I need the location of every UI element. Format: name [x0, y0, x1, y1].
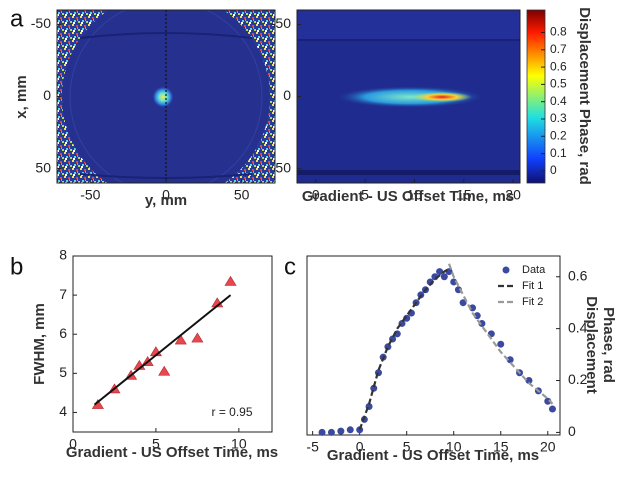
- colorbar-tick-label: 0.7: [550, 42, 567, 56]
- fit-line: [93, 294, 232, 406]
- y-axis-label: Displacement: [583, 296, 600, 394]
- x-tick-label: 0: [356, 439, 364, 455]
- data-point: [450, 278, 458, 286]
- data-point: [459, 299, 467, 307]
- panel-label: a: [10, 5, 24, 32]
- y-tick-label: 0.2: [568, 371, 588, 387]
- x-axis-label: y, mm: [145, 192, 187, 209]
- legend-label: Fit 2: [522, 296, 543, 308]
- data-point: [478, 319, 486, 327]
- fit-line: [358, 268, 450, 431]
- y-tick-label: 5: [59, 364, 67, 380]
- data-point: [506, 356, 514, 364]
- y-axis-label: FWHM, mm: [31, 303, 48, 385]
- x-tick-label: 15: [456, 187, 472, 203]
- data-point: [440, 273, 448, 281]
- data-point: [548, 405, 556, 413]
- x-tick-label: 10: [446, 439, 462, 455]
- legend-label: Fit 1: [522, 280, 543, 292]
- y-tick-label: 0: [568, 423, 576, 439]
- y-tick-label: -50: [271, 15, 291, 31]
- y-tick-label: 50: [275, 159, 291, 175]
- data-point: [436, 268, 444, 276]
- y-tick-label: -50: [31, 15, 51, 31]
- data-point: [224, 275, 237, 286]
- x-tick-label: 5: [152, 436, 160, 452]
- axes-frame: [306, 255, 561, 436]
- data-point: [497, 340, 505, 348]
- y-axis-label: Phase, rad: [600, 307, 617, 383]
- panel-label: c: [284, 253, 296, 280]
- y-tick-label: 7: [59, 286, 67, 302]
- data-point: [318, 428, 326, 436]
- colorbar-label: Displacement Phase, rad: [576, 7, 593, 185]
- x-tick-label: 50: [234, 187, 250, 203]
- y-axis-label: x, mm: [13, 75, 30, 118]
- data-point: [346, 426, 354, 434]
- data-point: [158, 365, 171, 376]
- colorbar-tick-label: 0.3: [550, 111, 567, 125]
- colorbar: [526, 9, 546, 184]
- colorbar-tick-label: 0.6: [550, 59, 567, 73]
- y-tick-label: 0: [283, 87, 291, 103]
- heatmap-image: [297, 10, 520, 183]
- y-tick-label: 0: [43, 87, 51, 103]
- y-tick-label: 8: [59, 247, 67, 263]
- annotation: r = 0.95: [211, 405, 252, 419]
- y-tick-label: 0.6: [568, 267, 588, 283]
- x-tick-label: 0: [69, 436, 77, 452]
- y-tick-label: 0.4: [568, 319, 588, 335]
- y-tick-label: 50: [35, 159, 51, 175]
- x-tick-label: 10: [407, 187, 423, 203]
- x-tick-label: -50: [80, 187, 100, 203]
- data-point: [337, 427, 345, 435]
- x-tick-label: 20: [505, 187, 521, 203]
- data-point: [174, 334, 187, 345]
- x-axis-label: Gradient - US Offset Time, ms: [302, 188, 514, 205]
- colorbar-tick-label: 0.2: [550, 128, 567, 142]
- fit-line: [447, 263, 554, 405]
- colorbar-tick-label: 0.1: [550, 146, 567, 160]
- colorbar-tick-label: 0.4: [550, 94, 567, 108]
- x-tick-label: 15: [493, 439, 509, 455]
- x-tick-label: 0: [312, 187, 320, 203]
- x-tick-label: -5: [306, 439, 319, 455]
- colorbar-tick-label: 0.5: [550, 77, 567, 91]
- axes-frame: [72, 255, 273, 433]
- x-tick-label: 20: [540, 439, 556, 455]
- legend-marker: [502, 266, 510, 274]
- colorbar-tick-label: 0.8: [550, 25, 567, 39]
- x-tick-label: 10: [231, 436, 247, 452]
- data-point: [544, 397, 552, 405]
- y-tick-label: 4: [59, 403, 67, 419]
- x-tick-label: 5: [361, 187, 369, 203]
- x-tick-label: 0: [162, 187, 170, 203]
- data-point: [327, 428, 335, 436]
- panel-label: b: [10, 253, 23, 280]
- x-axis-label: Gradient - US Offset Time, ms: [327, 447, 539, 464]
- data-point: [525, 377, 533, 385]
- heatmap-image: [57, 10, 275, 183]
- x-axis-label: Gradient - US Offset Time, ms: [66, 444, 278, 461]
- colorbar-tick-label: 0: [550, 163, 557, 177]
- x-tick-label: 5: [403, 439, 411, 455]
- legend-label: Data: [522, 264, 546, 276]
- data-point: [191, 332, 204, 343]
- y-tick-label: 6: [59, 325, 67, 341]
